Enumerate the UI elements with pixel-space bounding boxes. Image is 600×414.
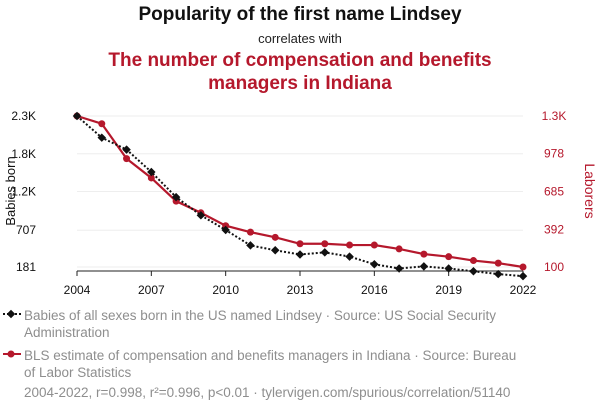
y-left-tick-label: 181 [16, 260, 36, 274]
point-babies-2008 [171, 192, 181, 202]
point-babies-2010 [221, 225, 230, 235]
point-laborers-2011 [246, 228, 254, 236]
point-laborers-2020 [469, 257, 477, 265]
point-babies-2020 [469, 267, 478, 276]
legend-label-series2: BLS estimate of compensation and benefit… [24, 348, 517, 380]
legend-label-series1: Babies of all sexes born in the US named… [24, 308, 496, 340]
x-tick-label: 2019 [435, 283, 462, 297]
point-laborers-2022 [519, 263, 527, 271]
y-right-tick-label: 685 [544, 185, 564, 199]
y-left-tick-label: 1.2K [11, 185, 36, 199]
y-right-axis-title: Laborers [582, 163, 598, 218]
point-babies-2009 [196, 211, 206, 220]
point-babies-2005 [97, 133, 107, 142]
point-laborers-2021 [494, 259, 502, 267]
x-tick-label: 2013 [287, 283, 314, 297]
y-right-tick-label: 978 [544, 147, 564, 161]
legend-marker-series1 [3, 309, 21, 319]
x-tick-label: 2022 [510, 283, 537, 297]
footer-stats: 2004-2022, r=0.998, r²=0.996, p<0.01 · t… [24, 385, 511, 400]
point-laborers-2007 [147, 174, 155, 182]
chart-title-secondary: The number of compensation and benefits … [108, 50, 492, 94]
point-laborers-2005 [98, 120, 106, 128]
point-babies-2017 [394, 264, 404, 273]
point-babies-2018 [419, 262, 429, 271]
y-right-tick-label: 1.3K [542, 109, 567, 123]
y-left-axis-title: Babies born [3, 156, 18, 225]
point-babies-2015 [345, 252, 354, 261]
y-right-tick-label: 392 [544, 222, 564, 236]
y-left-tick-label: 2.3K [11, 109, 36, 123]
y-left-tick-label: 1.8K [11, 147, 36, 161]
x-tick-label: 2007 [138, 283, 165, 297]
point-laborers-2010 [222, 222, 230, 230]
point-babies-2021 [493, 269, 503, 279]
point-babies-2006 [122, 145, 131, 154]
point-laborers-2013 [296, 240, 304, 248]
x-tick-label: 2010 [212, 283, 239, 297]
point-laborers-2019 [445, 253, 453, 261]
point-laborers-2012 [271, 233, 279, 241]
point-babies-2019 [444, 264, 453, 273]
point-babies-2016 [370, 260, 379, 269]
point-babies-2004 [72, 111, 82, 121]
point-laborers-2017 [395, 245, 403, 253]
x-tick-label: 2016 [361, 283, 388, 297]
point-laborers-2014 [321, 240, 329, 248]
point-babies-2007 [147, 167, 156, 177]
x-tick-label: 2004 [64, 283, 91, 297]
point-laborers-2006 [123, 155, 131, 163]
point-laborers-2018 [420, 250, 428, 258]
point-laborers-2015 [346, 241, 354, 249]
point-babies-2022 [518, 271, 528, 281]
point-babies-2012 [270, 246, 280, 255]
y-right-tick-label: 100 [544, 260, 564, 274]
point-babies-2014 [320, 248, 330, 257]
point-laborers-2016 [370, 241, 378, 249]
point-babies-2011 [246, 241, 255, 250]
connector-text: correlates with [258, 31, 342, 46]
legend-marker-series2 [3, 350, 21, 358]
point-babies-2013 [295, 250, 305, 259]
chart-area: 2.3K 1.8K 1.2K 707 181 1.3K 978 685 392 100 2004 20… [3, 109, 598, 297]
chart-title: Popularity of the first name Lindsey [138, 4, 462, 25]
y-left-tick-label: 707 [16, 223, 36, 237]
